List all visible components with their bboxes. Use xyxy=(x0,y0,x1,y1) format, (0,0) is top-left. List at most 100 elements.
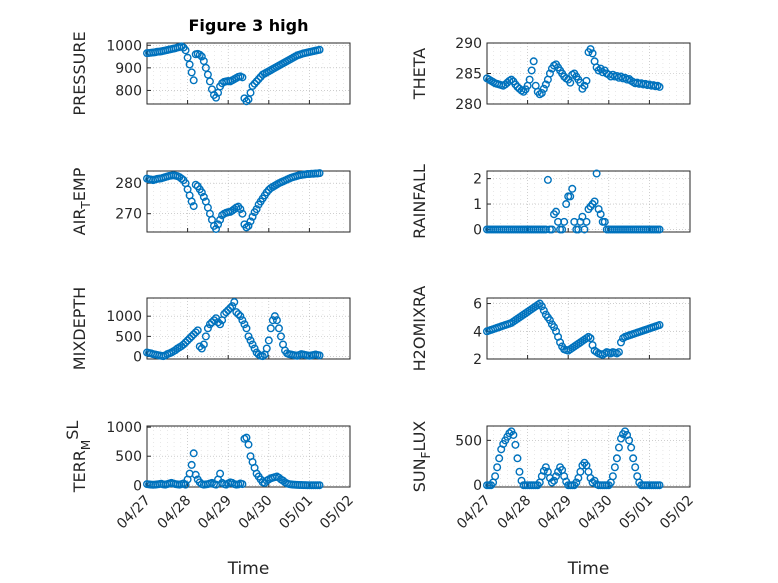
y-tick-label: 290 xyxy=(455,36,482,52)
data-series xyxy=(483,169,664,234)
data-point xyxy=(232,308,241,317)
data-point xyxy=(205,77,214,86)
data-point xyxy=(218,211,227,220)
data-point xyxy=(549,323,558,332)
data-point xyxy=(214,318,223,327)
y-axis-label: SUNFLUX xyxy=(410,421,433,493)
y-tick-label: 500 xyxy=(455,433,482,449)
data-point xyxy=(566,192,575,201)
data-point xyxy=(594,205,603,214)
data-point xyxy=(545,316,554,325)
x-tick-label: 04/28 xyxy=(155,493,195,533)
figure-title: Figure 3 high xyxy=(189,16,309,35)
y-tick-label: 280 xyxy=(115,176,142,192)
axes-frame xyxy=(486,42,691,105)
y-tick-label: 0 xyxy=(133,350,142,366)
y-tick-label: 1 xyxy=(473,197,482,213)
data-point xyxy=(655,225,664,234)
data-point xyxy=(248,340,257,349)
data-point xyxy=(187,460,196,469)
axes-frame xyxy=(146,297,351,360)
data-point xyxy=(212,93,221,102)
data-point xyxy=(268,316,277,325)
y-tick-label: 0 xyxy=(473,222,482,238)
data-point xyxy=(246,336,255,345)
y-tick-label: 2 xyxy=(473,172,482,188)
data-point xyxy=(491,472,500,481)
data-point xyxy=(199,340,208,349)
data-point xyxy=(270,312,279,321)
data-point xyxy=(543,175,552,184)
data-point xyxy=(655,481,664,490)
data-point xyxy=(242,324,251,333)
data-point xyxy=(189,202,198,211)
axes-frame xyxy=(146,170,351,233)
data-point xyxy=(244,221,253,230)
data-point xyxy=(539,84,548,93)
data-point xyxy=(187,332,196,341)
x-tick-label: 05/01 xyxy=(616,493,656,533)
data-point xyxy=(616,338,625,347)
data-point xyxy=(236,205,245,214)
data-point xyxy=(272,316,281,325)
data-point xyxy=(562,200,571,209)
data-point xyxy=(616,434,625,443)
data-point xyxy=(189,449,198,458)
data-point xyxy=(250,344,259,353)
data-point xyxy=(244,332,253,341)
subplot-sun: 0 500 04/27 04/28 04/29 04/30 05/01 05/02 SUNFLU… xyxy=(410,421,697,533)
data-point xyxy=(197,344,206,353)
data-point xyxy=(244,440,253,449)
data-point xyxy=(541,80,550,89)
data-point xyxy=(177,174,186,183)
data-point xyxy=(252,205,261,214)
data-point xyxy=(209,316,218,325)
subplot-h2omixra: 2 4 6 H2OMIXRA xyxy=(410,286,691,372)
data-point xyxy=(315,169,324,178)
data-point xyxy=(214,220,223,229)
data-point xyxy=(580,225,589,234)
x-tick-label: 04/30 xyxy=(236,493,276,533)
x-tick-label: 04/27 xyxy=(114,493,154,533)
data-point xyxy=(315,45,324,54)
data-series xyxy=(142,433,324,490)
data-point xyxy=(631,463,640,472)
data-point xyxy=(187,197,196,206)
data-point xyxy=(252,77,261,86)
data-point xyxy=(220,310,229,319)
y-tick-label: 500 xyxy=(115,329,142,345)
y-tick-label: 2 xyxy=(473,352,482,368)
data-point xyxy=(586,334,595,343)
data-series xyxy=(483,45,664,99)
y-tick-label: 1000 xyxy=(106,38,142,54)
subplot-air: 270 280 AIRTEMP xyxy=(70,167,351,235)
data-point xyxy=(185,60,194,69)
data-point xyxy=(230,298,239,307)
y-axis-label: THETA xyxy=(410,48,429,100)
data-point xyxy=(205,320,214,329)
y-tick-label: 6 xyxy=(473,297,482,313)
data-point xyxy=(558,225,567,234)
data-point xyxy=(201,63,210,72)
data-point xyxy=(262,344,271,353)
data-point xyxy=(539,306,548,315)
data-point xyxy=(547,225,556,234)
data-point xyxy=(187,68,196,77)
data-point xyxy=(183,336,192,345)
data-point xyxy=(507,75,516,84)
data-point xyxy=(191,470,200,479)
y-axis-label: H2OMIXRA xyxy=(410,286,429,372)
subplot-theta: 280 285 290 THETA xyxy=(410,36,691,113)
x-tick-label: 05/02 xyxy=(317,493,357,533)
data-point xyxy=(226,304,235,313)
data-point xyxy=(191,328,200,337)
y-tick-label: 0 xyxy=(133,478,142,494)
data-point xyxy=(582,217,591,226)
x-tick-label: 04/27 xyxy=(454,493,494,533)
y-tick-label: 4 xyxy=(473,324,482,340)
data-point xyxy=(527,66,536,75)
data-point xyxy=(629,454,638,463)
data-point xyxy=(608,472,617,481)
y-tick-label: 270 xyxy=(115,207,142,223)
data-point xyxy=(199,57,208,66)
